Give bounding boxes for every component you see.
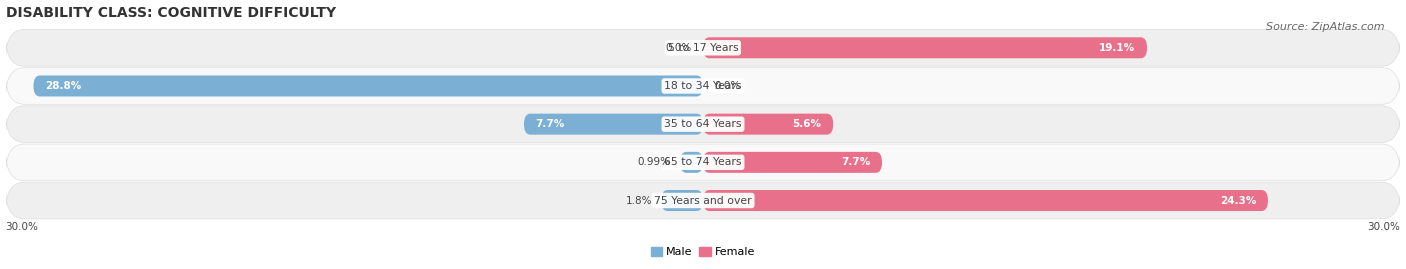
FancyBboxPatch shape [6, 182, 1400, 219]
Text: Source: ZipAtlas.com: Source: ZipAtlas.com [1267, 22, 1385, 31]
Text: DISABILITY CLASS: COGNITIVE DIFFICULTY: DISABILITY CLASS: COGNITIVE DIFFICULTY [6, 6, 336, 20]
Text: 24.3%: 24.3% [1220, 196, 1257, 206]
FancyBboxPatch shape [703, 37, 1147, 58]
FancyBboxPatch shape [703, 190, 1268, 211]
FancyBboxPatch shape [6, 144, 1400, 181]
Text: 0.0%: 0.0% [665, 43, 692, 53]
Text: 19.1%: 19.1% [1099, 43, 1136, 53]
Text: 5.6%: 5.6% [793, 119, 821, 129]
FancyBboxPatch shape [6, 106, 1400, 143]
Text: 0.99%: 0.99% [638, 157, 671, 167]
Text: 65 to 74 Years: 65 to 74 Years [664, 157, 742, 167]
FancyBboxPatch shape [661, 190, 703, 211]
Text: 1.8%: 1.8% [626, 196, 652, 206]
Text: 28.8%: 28.8% [45, 81, 82, 91]
Text: 35 to 64 Years: 35 to 64 Years [664, 119, 742, 129]
Text: 30.0%: 30.0% [6, 222, 38, 232]
Text: 18 to 34 Years: 18 to 34 Years [664, 81, 742, 91]
Text: 30.0%: 30.0% [1368, 222, 1400, 232]
Text: 0.0%: 0.0% [714, 81, 741, 91]
FancyBboxPatch shape [6, 68, 1400, 104]
FancyBboxPatch shape [34, 76, 703, 97]
FancyBboxPatch shape [6, 30, 1400, 66]
Text: 7.7%: 7.7% [536, 119, 565, 129]
FancyBboxPatch shape [524, 114, 703, 135]
Text: 75 Years and over: 75 Years and over [654, 196, 752, 206]
FancyBboxPatch shape [681, 152, 703, 173]
Text: 5 to 17 Years: 5 to 17 Years [668, 43, 738, 53]
Legend: Male, Female: Male, Female [647, 242, 759, 261]
FancyBboxPatch shape [703, 114, 834, 135]
Text: 7.7%: 7.7% [841, 157, 870, 167]
FancyBboxPatch shape [703, 152, 882, 173]
